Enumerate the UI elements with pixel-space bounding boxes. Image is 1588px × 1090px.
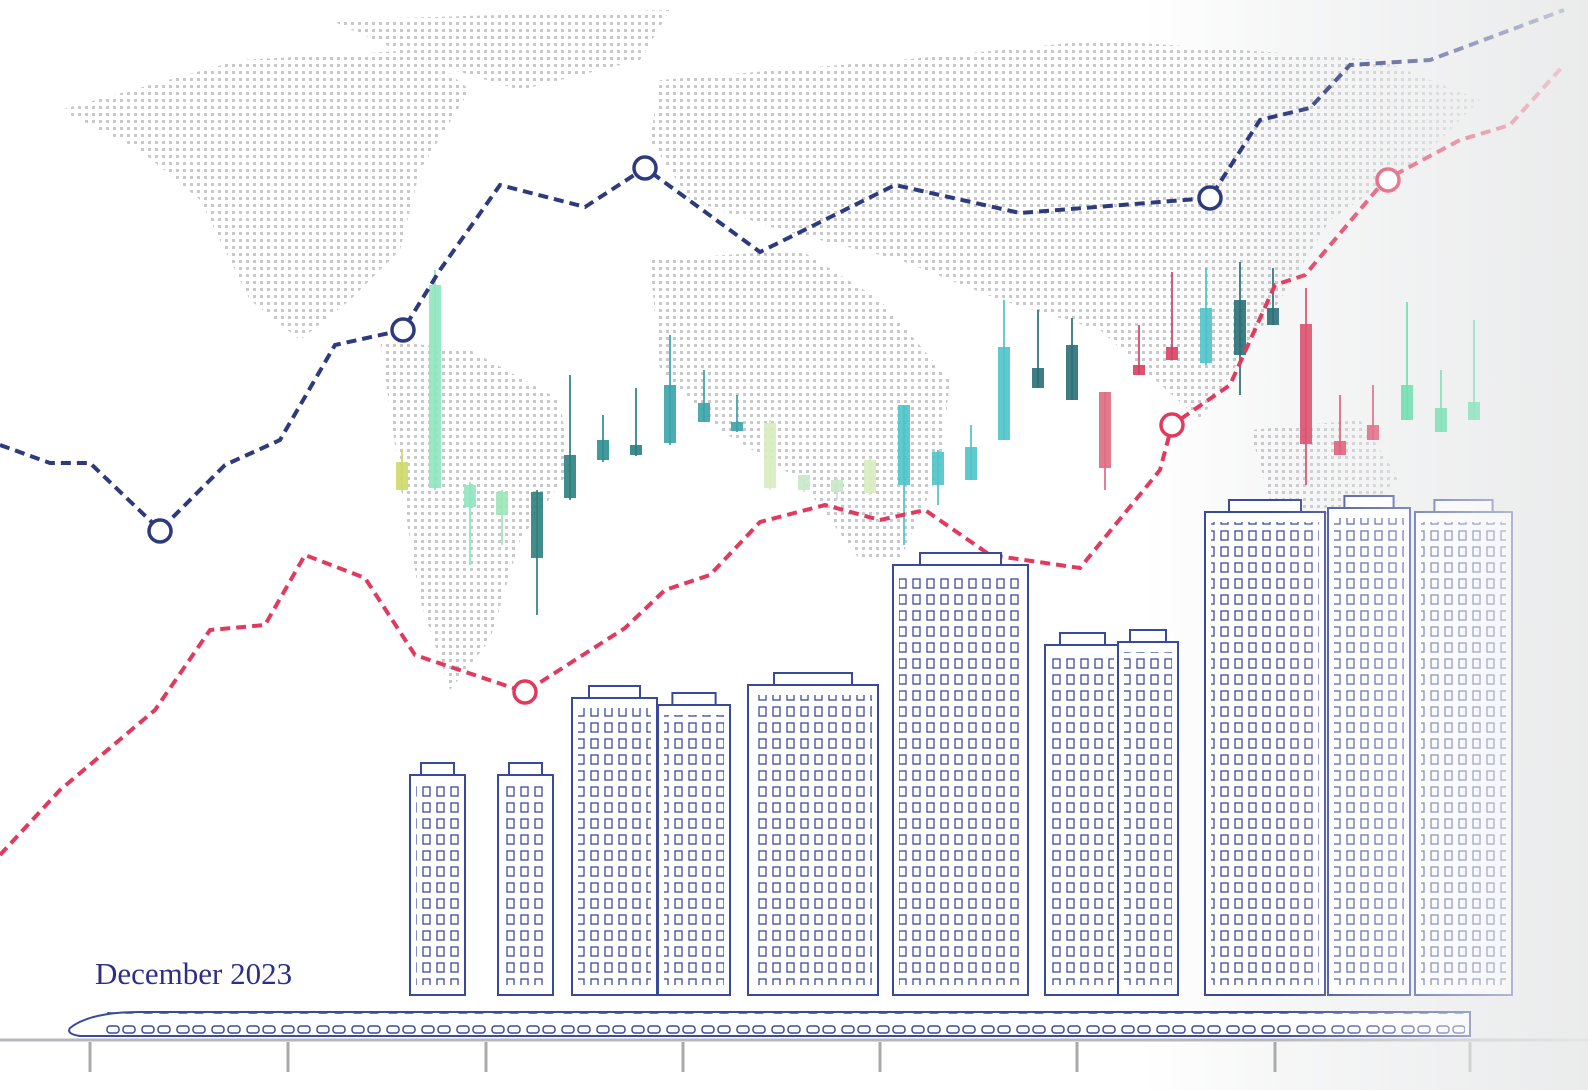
cover-date: December 2023 (95, 956, 292, 991)
